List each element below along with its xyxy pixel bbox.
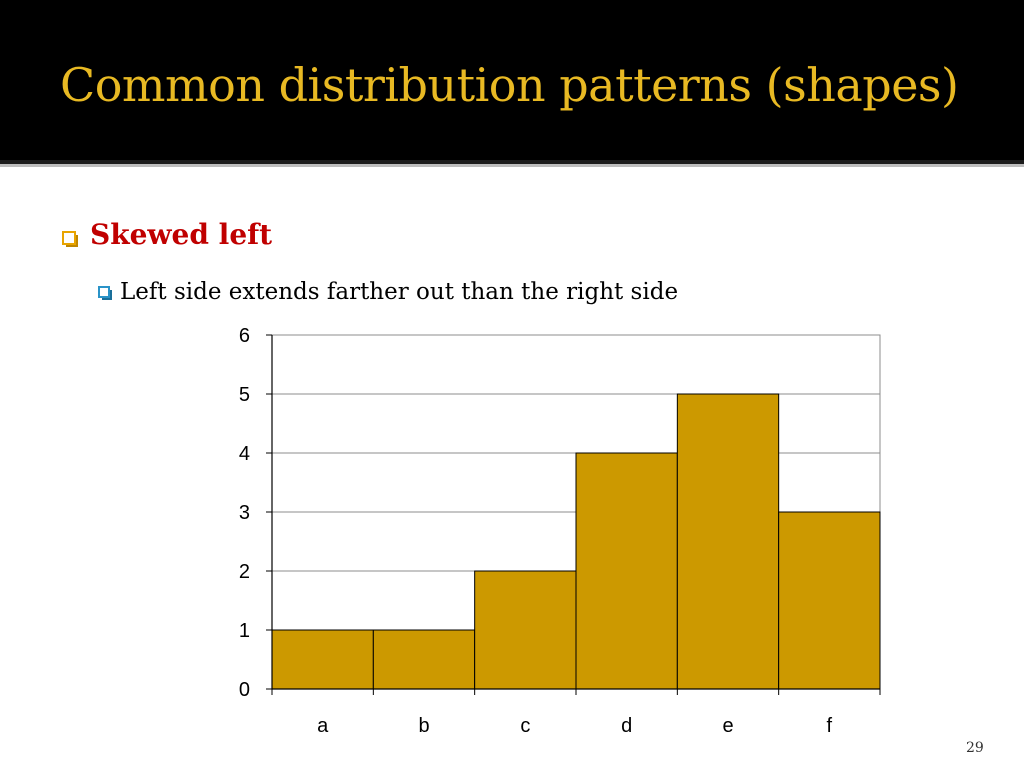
bar-f — [778, 511, 881, 690]
bars — [271, 393, 881, 690]
sub-bullet-description: Left side extends farther out than the r… — [120, 279, 679, 305]
title-bar: Common distribution patterns (shapes) — [0, 0, 1024, 160]
y-tick-label: 5 — [239, 384, 250, 406]
y-tick-label: 6 — [239, 325, 250, 347]
histogram-chart: 0 1 2 3 4 5 6 a b c d e f — [239, 325, 881, 737]
x-tick-label: c — [520, 715, 530, 737]
y-tick-label: 0 — [239, 679, 250, 701]
bullet-skewed-left: Skewed left — [90, 218, 273, 251]
slide-title: Common distribution patterns (shapes) — [60, 58, 959, 112]
x-tick-label: f — [827, 715, 833, 737]
y-tick-label: 1 — [239, 620, 250, 642]
sub-bullet-square-icon — [98, 286, 112, 300]
title-divider — [0, 160, 1024, 164]
bullet-square-icon — [62, 231, 78, 247]
x-tick-labels: a b c d e f — [317, 715, 832, 737]
y-tick-label: 4 — [239, 443, 250, 465]
title-divider-highlight — [0, 164, 1024, 167]
y-tick-label: 3 — [239, 502, 250, 524]
y-tick-labels: 0 1 2 3 4 5 6 — [239, 325, 250, 701]
x-tick-label: e — [722, 715, 733, 737]
bar-c — [474, 570, 577, 690]
bar-b — [372, 629, 476, 690]
x-tick-label: d — [621, 715, 632, 737]
page-number: 29 — [966, 740, 984, 756]
x-tick-label: b — [418, 715, 429, 737]
bar-a — [271, 629, 374, 690]
y-tick-label: 2 — [239, 561, 250, 583]
x-tick-label: a — [317, 715, 329, 737]
bar-e — [676, 393, 780, 690]
bar-d — [575, 452, 678, 690]
axes — [266, 334, 881, 695]
